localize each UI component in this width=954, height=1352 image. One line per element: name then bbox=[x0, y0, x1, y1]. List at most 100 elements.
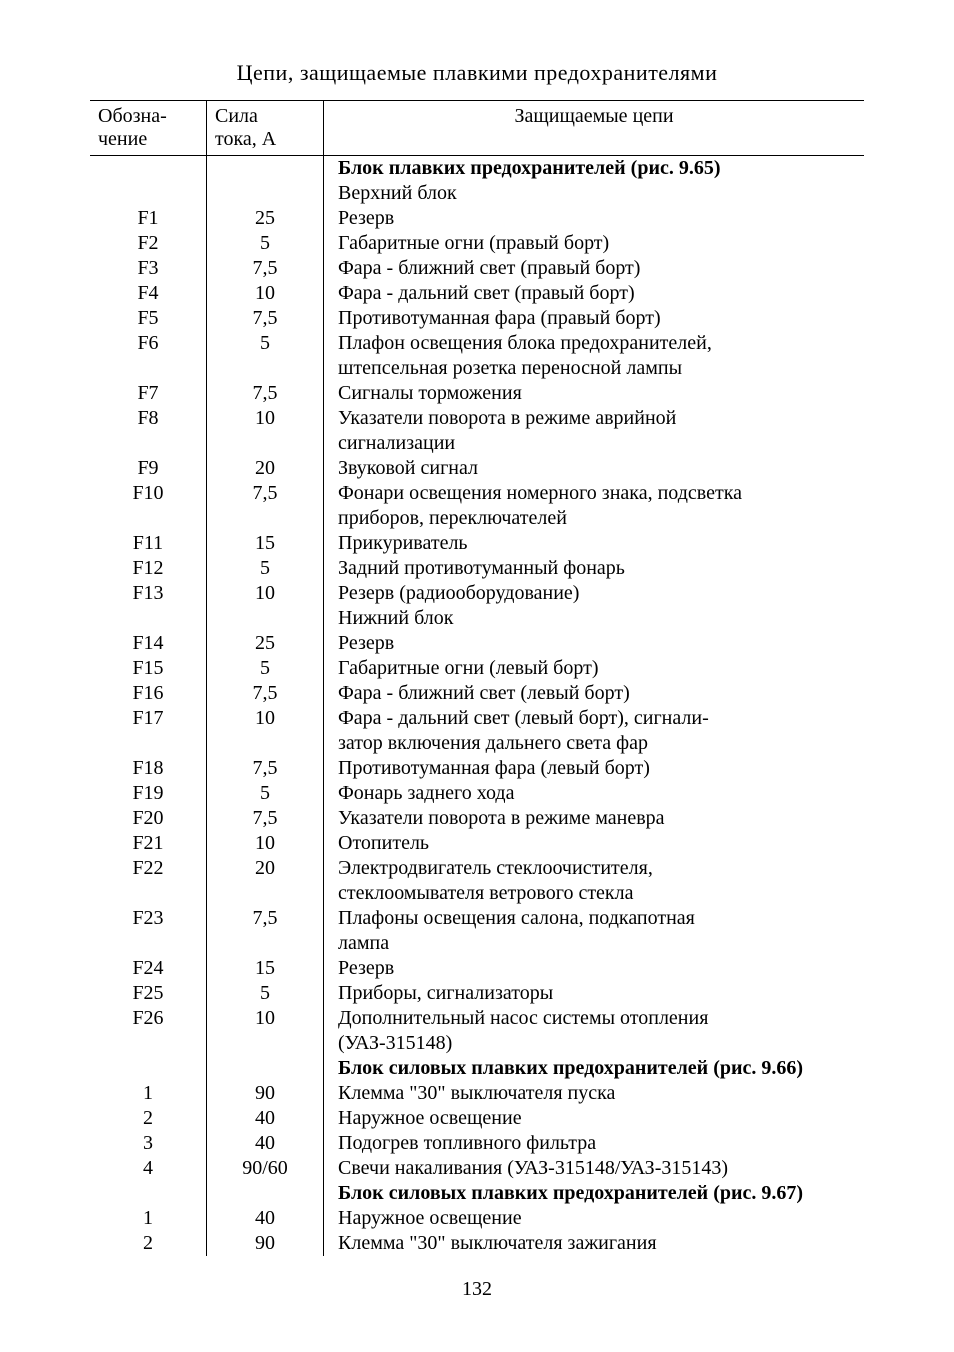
cell-circuit: Наружное освещение bbox=[324, 1206, 865, 1231]
cell-designation: 3 bbox=[90, 1131, 207, 1156]
cell-current: 90/60 bbox=[207, 1156, 324, 1181]
table-row: приборов, переключателей bbox=[90, 506, 864, 531]
cell-circuit: Приборы, сигнализаторы bbox=[324, 981, 865, 1006]
cell-designation: F18 bbox=[90, 756, 207, 781]
cell-circuit: Фонари освещения номерного знака, подсве… bbox=[324, 481, 865, 506]
table-row: 240Наружное освещение bbox=[90, 1106, 864, 1131]
table-row: F2610Дополнительный насос системы отопле… bbox=[90, 1006, 864, 1031]
table-row: F1425Резерв bbox=[90, 631, 864, 656]
cell-designation: F3 bbox=[90, 256, 207, 281]
cell-current bbox=[207, 506, 324, 531]
cell-current: 15 bbox=[207, 956, 324, 981]
cell-designation: F20 bbox=[90, 806, 207, 831]
table-row: F187,5Противотуманная фара (левый борт) bbox=[90, 756, 864, 781]
cell-circuit: Фара - ближний свет (левый борт) bbox=[324, 681, 865, 706]
cell-designation: 4 bbox=[90, 1156, 207, 1181]
cell-current bbox=[207, 931, 324, 956]
cell-circuit: Клемма "30" выключателя зажигания bbox=[324, 1231, 865, 1256]
cell-designation: F9 bbox=[90, 456, 207, 481]
cell-designation: 2 bbox=[90, 1231, 207, 1256]
header-col3: Защищаемые цепи bbox=[324, 101, 865, 156]
cell-designation: F4 bbox=[90, 281, 207, 306]
cell-designation: F10 bbox=[90, 481, 207, 506]
table-row: F167,5Фара - ближний свет (левый борт) bbox=[90, 681, 864, 706]
table-row: 340Подогрев топливного фильтра bbox=[90, 1131, 864, 1156]
page-title: Цепи, защищаемые плавкими предохранителя… bbox=[90, 60, 864, 86]
cell-designation bbox=[90, 356, 207, 381]
cell-circuit: стеклоомывателя ветрового стекла bbox=[324, 881, 865, 906]
cell-circuit: Резерв bbox=[324, 956, 865, 981]
table-row: затор включения дальнего света фар bbox=[90, 731, 864, 756]
cell-circuit: Наружное освещение bbox=[324, 1106, 865, 1131]
table-row: F125Задний противотуманный фонарь bbox=[90, 556, 864, 581]
cell-current: 7,5 bbox=[207, 806, 324, 831]
fuse-table: Обозна- чение Сила тока, А Защищаемые це… bbox=[90, 100, 864, 1256]
header-col1: Обозна- чение bbox=[90, 101, 207, 156]
table-row: F1310Резерв (радиооборудование) bbox=[90, 581, 864, 606]
table-header-row: Обозна- чение Сила тока, А Защищаемые це… bbox=[90, 101, 864, 156]
cell-designation: F25 bbox=[90, 981, 207, 1006]
cell-designation: F17 bbox=[90, 706, 207, 731]
table-row: F57,5Противотуманная фара (правый борт) bbox=[90, 306, 864, 331]
table-row: F25Габаритные огни (правый борт) bbox=[90, 231, 864, 256]
table-row: F125Резерв bbox=[90, 206, 864, 231]
cell-designation bbox=[90, 731, 207, 756]
cell-current: 10 bbox=[207, 406, 324, 431]
table-row: F255Приборы, сигнализаторы bbox=[90, 981, 864, 1006]
cell-circuit: Резерв (радиооборудование) bbox=[324, 581, 865, 606]
table-row: F1115Прикуриватель bbox=[90, 531, 864, 556]
cell-current: 20 bbox=[207, 856, 324, 881]
table-row: (УАЗ-315148) bbox=[90, 1031, 864, 1056]
header-col2-line2: тока, А bbox=[215, 128, 276, 150]
table-row: F77,5Сигналы торможения bbox=[90, 381, 864, 406]
cell-current: 40 bbox=[207, 1206, 324, 1231]
cell-designation: F13 bbox=[90, 581, 207, 606]
cell-circuit: (УАЗ-315148) bbox=[324, 1031, 865, 1056]
cell-designation: F26 bbox=[90, 1006, 207, 1031]
cell-designation bbox=[90, 156, 207, 182]
cell-circuit: Нижний блок bbox=[324, 606, 865, 631]
cell-designation bbox=[90, 506, 207, 531]
cell-current: 90 bbox=[207, 1231, 324, 1256]
cell-designation: F15 bbox=[90, 656, 207, 681]
cell-circuit: Габаритные огни (левый борт) bbox=[324, 656, 865, 681]
cell-current bbox=[207, 881, 324, 906]
cell-circuit: Резерв bbox=[324, 631, 865, 656]
table-row: сигнализации bbox=[90, 431, 864, 456]
cell-circuit: Клемма "30" выключателя пуска bbox=[324, 1081, 865, 1106]
cell-circuit: затор включения дальнего света фар bbox=[324, 731, 865, 756]
cell-current: 7,5 bbox=[207, 306, 324, 331]
table-row: F2110Отопитель bbox=[90, 831, 864, 856]
cell-designation: F24 bbox=[90, 956, 207, 981]
table-row: Нижний блок bbox=[90, 606, 864, 631]
table-row: 490/60Свечи накаливания (УАЗ-315148/УАЗ-… bbox=[90, 1156, 864, 1181]
cell-circuit: приборов, переключателей bbox=[324, 506, 865, 531]
cell-designation bbox=[90, 606, 207, 631]
table-row: F155Габаритные огни (левый борт) bbox=[90, 656, 864, 681]
cell-circuit: Фонарь заднего хода bbox=[324, 781, 865, 806]
cell-designation: F8 bbox=[90, 406, 207, 431]
cell-current: 25 bbox=[207, 206, 324, 231]
cell-circuit: Указатели поворота в режиме маневра bbox=[324, 806, 865, 831]
cell-designation: 2 bbox=[90, 1106, 207, 1131]
cell-designation bbox=[90, 1056, 207, 1081]
cell-circuit: Фара - ближний свет (правый борт) bbox=[324, 256, 865, 281]
table-row: F920Звуковой сигнал bbox=[90, 456, 864, 481]
cell-circuit: Фара - дальний свет (правый борт) bbox=[324, 281, 865, 306]
cell-designation bbox=[90, 931, 207, 956]
cell-circuit: Фара - дальний свет (левый борт), сигнал… bbox=[324, 706, 865, 731]
cell-circuit: Сигналы торможения bbox=[324, 381, 865, 406]
table-row: F107,5Фонари освещения номерного знака, … bbox=[90, 481, 864, 506]
cell-current: 7,5 bbox=[207, 906, 324, 931]
cell-circuit: Противотуманная фара (левый борт) bbox=[324, 756, 865, 781]
table-row: 140Наружное освещение bbox=[90, 1206, 864, 1231]
cell-designation: F22 bbox=[90, 856, 207, 881]
page-number: 132 bbox=[90, 1278, 864, 1301]
cell-designation: 1 bbox=[90, 1081, 207, 1106]
cell-designation: F16 bbox=[90, 681, 207, 706]
cell-current: 40 bbox=[207, 1131, 324, 1156]
cell-circuit: Указатели поворота в режиме аврийной bbox=[324, 406, 865, 431]
cell-current: 10 bbox=[207, 831, 324, 856]
table-row: лампа bbox=[90, 931, 864, 956]
cell-current: 10 bbox=[207, 706, 324, 731]
